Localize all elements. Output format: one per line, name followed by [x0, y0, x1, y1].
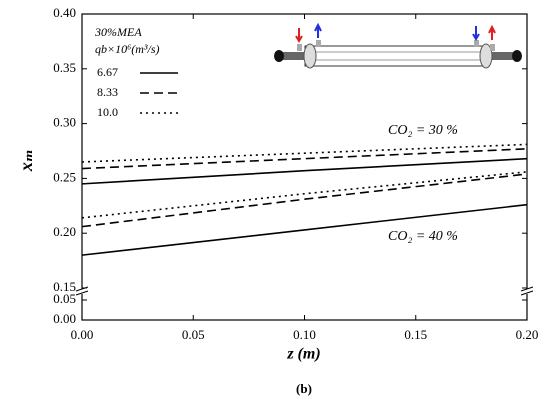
data-line: [81, 143, 528, 163]
y-tick-label: 0.40: [53, 5, 76, 20]
x-tick-label: 0.20: [516, 327, 539, 342]
y-tick-label: 0.00: [53, 311, 76, 326]
caption: (b): [296, 381, 312, 396]
data-line: [81, 157, 528, 185]
y-tick-label: 0.05: [53, 291, 76, 306]
x-axis-label: z (m): [286, 346, 320, 363]
y-tick-label: 0.20: [53, 224, 76, 239]
annotation: CO₂ = 30 %: [388, 123, 458, 138]
y-tick-label: 0.25: [53, 169, 76, 184]
x-tick-label: 0.05: [182, 327, 205, 342]
break-mark: [75, 290, 89, 296]
data-line: [81, 173, 528, 228]
x-tick-label: 0.10: [293, 327, 316, 342]
break-mark: [520, 290, 534, 296]
legend-subtitle: qb×10⁶(m³/s): [95, 42, 160, 56]
legend-title: 30%MEA: [94, 25, 142, 39]
data-line: [81, 171, 528, 219]
data-line: [81, 148, 528, 170]
annotation: CO₂ = 40 %: [388, 229, 458, 244]
axis-break: [76, 289, 536, 294]
y-tick-label: 0.30: [53, 115, 76, 130]
x-tick-label: 0.15: [404, 327, 427, 342]
data-line: [81, 203, 528, 256]
y-tick-label: 0.15: [53, 279, 76, 294]
y-axis-label: xₘ: [16, 149, 36, 172]
legend-label: 8.33: [97, 85, 118, 99]
x-tick-label: 0.00: [71, 327, 94, 342]
apparatus-icon: [274, 22, 522, 69]
break-mark: [520, 286, 534, 292]
y-tick-label: 0.35: [53, 60, 76, 75]
legend-label: 10.0: [97, 105, 118, 119]
legend-label: 6.67: [97, 65, 118, 79]
